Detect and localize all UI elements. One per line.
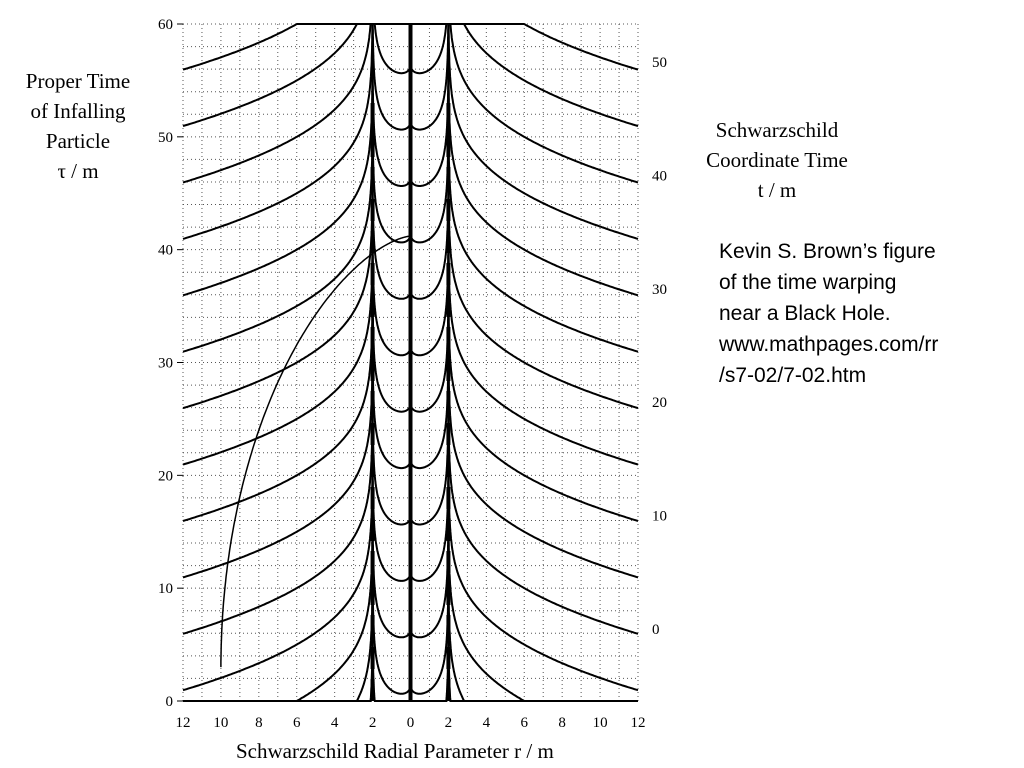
x-tick-label: 6 [521, 715, 529, 731]
right-axis-ticks: 0 10 20 30 40 50 [652, 55, 667, 638]
coordinate-time-curve [182, 23, 374, 240]
coordinate-time-curve [182, 206, 374, 466]
coordinate-time-curve [371, 23, 412, 131]
coordinate-time-curve [409, 319, 450, 470]
annotation-line: Kevin S. Brown’s figure [719, 240, 936, 263]
coordinate-time-curve [447, 150, 639, 410]
coordinate-time-curve [447, 37, 639, 297]
infalling-particle [220, 235, 411, 668]
coordinate-time-curve [447, 319, 639, 579]
x-tick-label: 12 [176, 715, 191, 731]
coordinate-time-curve [182, 23, 373, 184]
right-axis-label: Schwarzschild Coordinate Time t / m [686, 115, 868, 205]
coordinate-time-curve [447, 489, 638, 702]
coordinate-time-curve [409, 23, 449, 75]
x-tick-label: 4 [483, 715, 491, 731]
left-tick-label: 60 [158, 17, 173, 33]
coordinate-time-curve [409, 545, 450, 695]
right-axis-label-line: Coordinate Time [706, 148, 848, 172]
left-tick-label: 0 [166, 694, 174, 710]
coordinate-time-curve [448, 23, 639, 128]
source-annotation: Kevin S. Brown’s figure of the time warp… [719, 236, 1019, 391]
left-axis-label-line: τ / m [57, 159, 99, 183]
x-tick-label: 12 [631, 715, 646, 731]
left-axis-label-line: Proper Time [25, 69, 131, 93]
coordinate-time-curve [182, 376, 374, 635]
coordinate-time-curve [371, 263, 412, 413]
coordinate-time-curve [448, 23, 639, 184]
x-tick-label: 8 [255, 715, 263, 731]
coordinate-time-curve [447, 206, 639, 466]
coordinate-time-curve [371, 37, 412, 187]
left-axis-label-line: of Infalling [30, 99, 126, 123]
coordinate-time-curve [371, 319, 412, 470]
coordinate-time-curve [409, 488, 450, 639]
coordinate-time-curve [409, 376, 450, 526]
right-axis-label-line: Schwarzschild [715, 118, 839, 142]
coordinate-time-curve [371, 545, 412, 695]
x-tick-label: 2 [369, 715, 377, 731]
coordinate-time-curve [448, 23, 639, 71]
x-tick-label: 10 [213, 715, 228, 731]
coordinate-time-curve [371, 488, 412, 639]
annotation-line: near a Black Hole. [719, 302, 891, 325]
left-tick-label: 20 [158, 468, 173, 484]
coordinate-time-curve [182, 263, 374, 522]
right-tick-label: 30 [652, 282, 667, 298]
coordinate-time-curve [371, 206, 412, 357]
right-tick-label: 0 [652, 622, 660, 638]
event-horizons [370, 24, 451, 701]
coordinate-time-curve [182, 319, 374, 579]
left-tick-label: 10 [158, 581, 173, 597]
x-tick-label: 2 [445, 715, 453, 731]
coordinate-time-curve [447, 432, 639, 692]
particle-trajectory [220, 235, 411, 668]
left-axis-ticks: 0 10 20 30 40 50 60 [158, 17, 183, 710]
coordinate-time-curve [447, 263, 639, 522]
coordinate-time-curve [371, 432, 412, 582]
coordinate-time-curve [409, 263, 450, 413]
x-axis-label: Schwarzschild Radial Parameter r / m [236, 739, 554, 763]
right-tick-label: 20 [652, 395, 667, 411]
coordinate-time-curve [409, 37, 450, 187]
coordinate-time-curve [182, 37, 374, 297]
x-tick-label: 10 [593, 715, 608, 731]
annotation-line: of the time warping [719, 271, 897, 294]
left-axis-label-line: Particle [45, 129, 111, 153]
left-tick-label: 30 [158, 356, 173, 372]
coordinate-time-curve [182, 94, 374, 353]
coordinate-time-curve [447, 23, 639, 240]
left-axis-label: Proper Time of Infalling Particle τ / m [10, 66, 146, 186]
coordinate-time-curve [371, 376, 412, 526]
coordinate-time-curve [371, 601, 411, 702]
coordinate-time-curve [409, 206, 450, 357]
coordinate-time-curve [410, 601, 450, 702]
coordinate-time-curve [183, 489, 374, 702]
coordinate-time-curve [409, 23, 450, 131]
right-tick-label: 50 [652, 55, 667, 71]
coordinate-time-curve [447, 376, 639, 635]
left-tick-label: 40 [158, 243, 173, 259]
right-tick-label: 10 [652, 509, 667, 525]
x-tick-label: 0 [407, 715, 415, 731]
coordinate-time-curve [182, 23, 373, 71]
x-tick-labels: 12 10 8 6 4 2 0 2 4 6 8 10 12 [176, 715, 646, 731]
coordinate-time-curve [182, 23, 373, 128]
annotation-line: /s7-02/7-02.htm [719, 364, 867, 387]
coordinate-time-curve [409, 432, 450, 582]
coordinate-time-curve [409, 150, 450, 300]
coordinate-time-curve [182, 432, 374, 692]
left-tick-label: 50 [158, 130, 173, 146]
right-axis-label-line: t / m [757, 178, 797, 202]
x-tick-label: 6 [293, 715, 301, 731]
coordinate-time-curve [182, 150, 374, 410]
coordinate-time-curve [447, 94, 639, 353]
coordinate-time-curve [372, 23, 412, 75]
right-tick-label: 40 [652, 168, 667, 184]
x-tick-label: 4 [331, 715, 339, 731]
coordinate-time-curve [371, 150, 412, 300]
x-tick-label: 8 [558, 715, 566, 731]
annotation-line: www.mathpages.com/rr [719, 333, 939, 356]
